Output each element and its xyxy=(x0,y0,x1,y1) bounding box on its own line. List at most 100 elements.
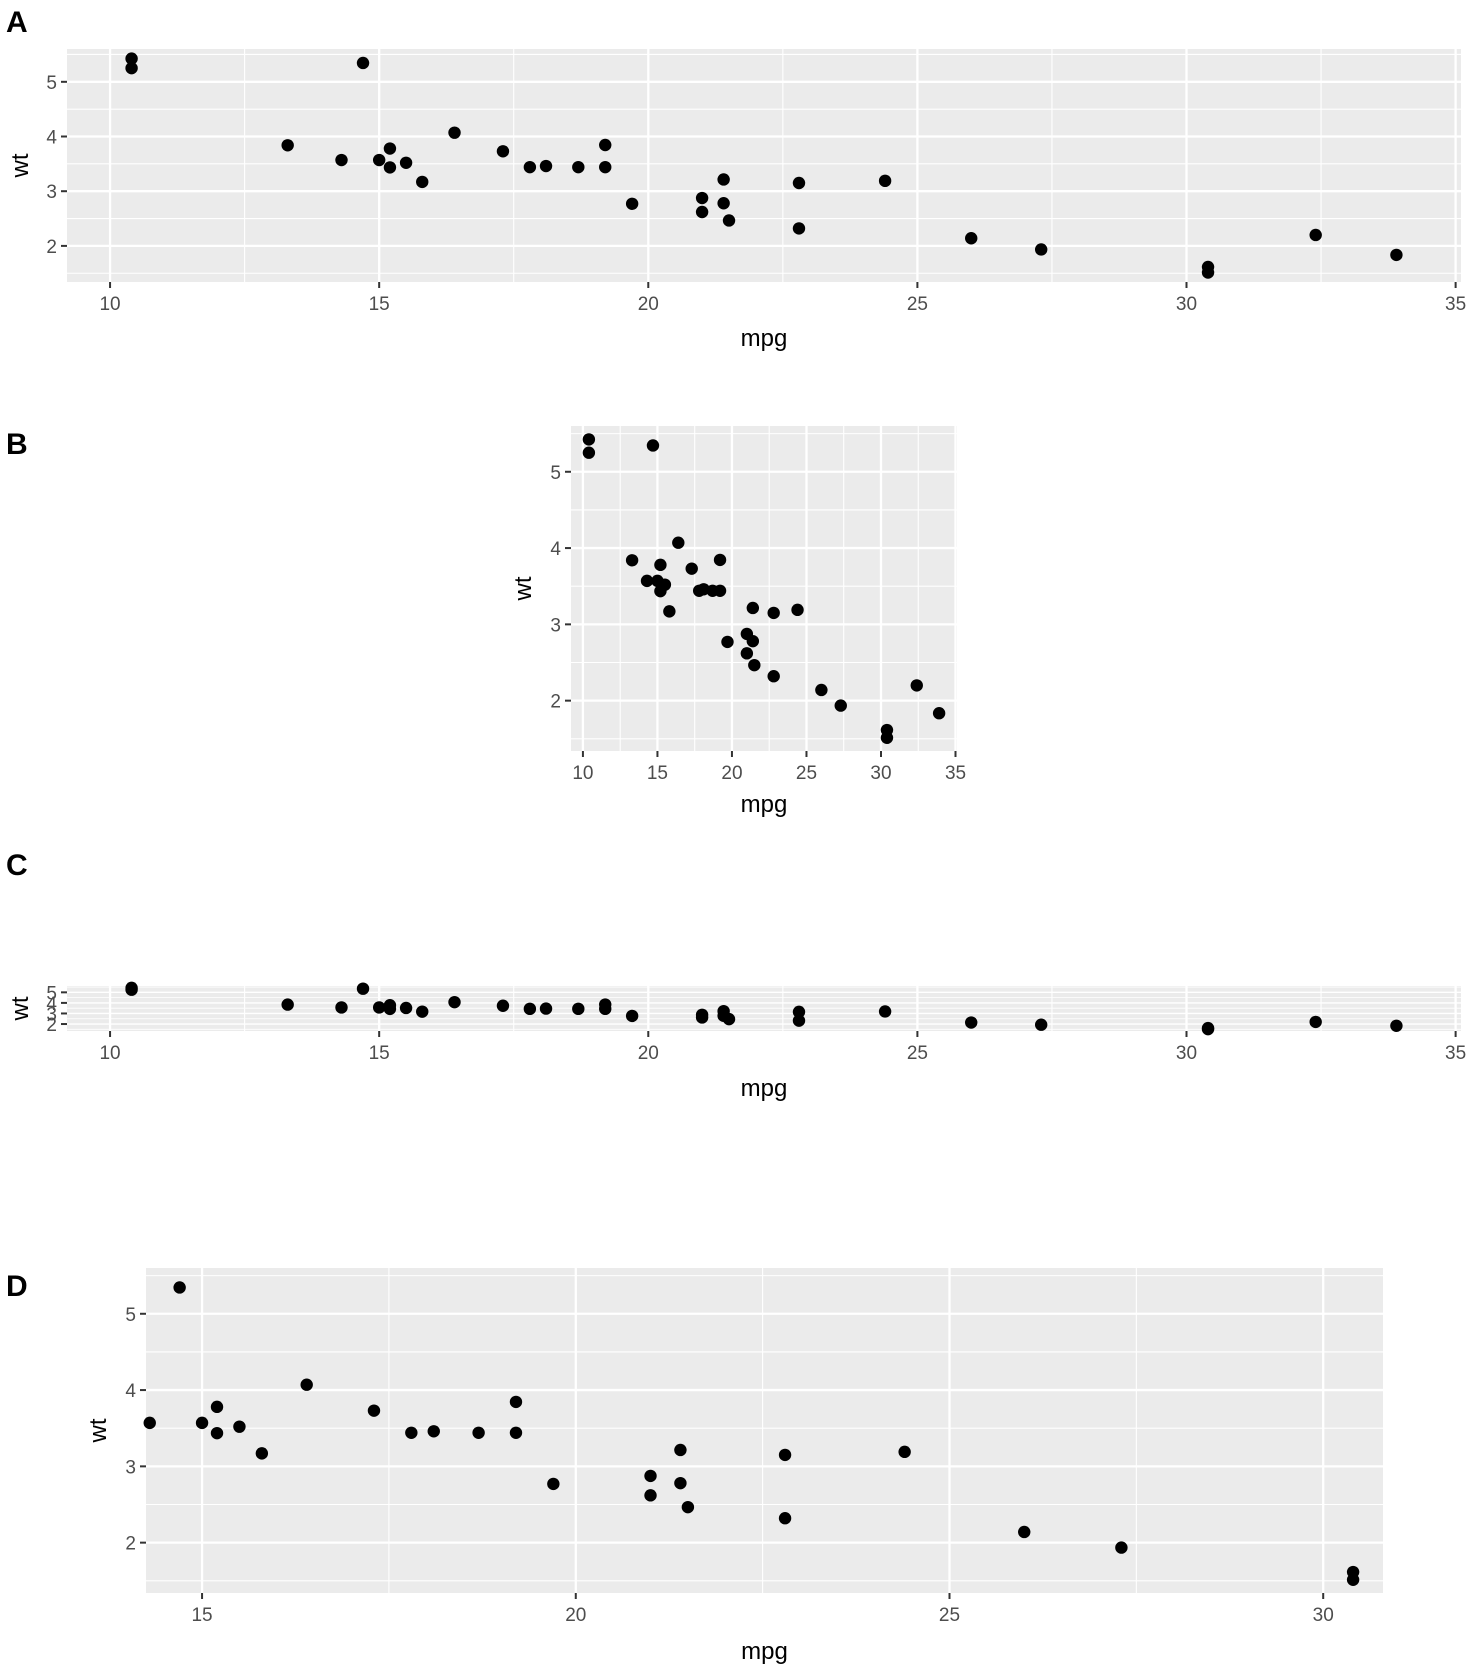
data-point xyxy=(685,562,698,575)
data-point xyxy=(717,173,730,186)
y-tick-label: 4 xyxy=(125,1381,136,1402)
data-point xyxy=(878,174,892,188)
data-point xyxy=(695,1008,709,1021)
data-point xyxy=(523,160,537,174)
points xyxy=(125,52,1403,279)
y-axis-title: wt xyxy=(510,576,537,601)
data-point xyxy=(792,176,806,190)
data-point xyxy=(778,1448,792,1462)
y-tick-label: 2 xyxy=(46,1015,57,1036)
data-point xyxy=(910,679,923,692)
x-tick-label: 20 xyxy=(638,294,659,315)
data-point xyxy=(335,1001,348,1014)
data-point xyxy=(300,1378,313,1391)
data-point xyxy=(599,998,612,1011)
panel-d: D 15 20 25 30 2 3 4 5 mpg wt xyxy=(6,1268,1383,1664)
data-point xyxy=(372,1001,386,1014)
data-point xyxy=(792,1005,806,1019)
data-point xyxy=(448,995,461,1009)
x-tick-label: 30 xyxy=(870,763,891,784)
panel-tag: B xyxy=(6,428,28,461)
data-point xyxy=(143,1416,156,1430)
data-point xyxy=(582,433,596,446)
data-point xyxy=(383,1002,397,1016)
x-tick-label: 10 xyxy=(572,763,593,784)
data-point xyxy=(1018,1525,1031,1539)
x-tick-label: 15 xyxy=(647,763,668,784)
data-point xyxy=(740,647,754,660)
plot-background xyxy=(146,1268,1383,1593)
data-point xyxy=(746,601,760,615)
data-point xyxy=(599,160,612,174)
data-point xyxy=(932,707,946,720)
data-point xyxy=(713,584,727,597)
y-tick-label: 3 xyxy=(46,182,57,203)
data-point xyxy=(367,1404,381,1417)
data-point xyxy=(672,536,685,549)
data-point xyxy=(1309,228,1322,242)
y-tick-label: 5 xyxy=(46,983,57,1004)
data-point xyxy=(1390,248,1403,262)
data-point xyxy=(416,1005,429,1018)
data-point xyxy=(523,1002,537,1016)
data-point xyxy=(674,1476,687,1490)
x-tick-label: 30 xyxy=(1176,1043,1197,1064)
plot-background xyxy=(67,49,1461,282)
panel-b: B 10 15 20 25 30 35 2 3 4 5 mpg wt xyxy=(6,426,966,818)
data-point xyxy=(509,1395,523,1409)
data-point xyxy=(625,554,639,567)
data-point xyxy=(125,981,138,995)
data-point xyxy=(356,982,370,995)
data-point xyxy=(572,160,585,174)
data-point xyxy=(1201,1022,1215,1036)
data-point xyxy=(335,153,348,167)
y-tick-label: 3 xyxy=(46,1004,57,1025)
data-point xyxy=(644,1469,657,1483)
data-point xyxy=(713,553,727,567)
data-point xyxy=(834,699,847,712)
data-point xyxy=(281,139,294,152)
data-point xyxy=(599,138,612,152)
data-point xyxy=(625,1009,639,1023)
y-tick-label: 5 xyxy=(46,73,57,94)
data-point xyxy=(416,175,429,189)
panel-tag: A xyxy=(6,6,28,39)
data-point xyxy=(233,1420,246,1433)
x-tick-label: 15 xyxy=(369,1043,390,1064)
x-tick-label: 15 xyxy=(191,1605,212,1626)
data-point xyxy=(210,1400,224,1414)
x-tick-label: 20 xyxy=(565,1605,586,1626)
x-tick-label: 20 xyxy=(721,763,742,784)
y-tick-label: 4 xyxy=(46,128,57,149)
data-point xyxy=(572,1002,585,1016)
y-tick-label: 3 xyxy=(550,615,561,636)
y-axis-title: wt xyxy=(7,996,34,1021)
data-point xyxy=(692,584,706,597)
data-point xyxy=(625,197,639,210)
data-point xyxy=(746,634,760,648)
data-point xyxy=(405,1426,418,1439)
data-point xyxy=(383,142,397,155)
data-point xyxy=(792,222,806,235)
data-point xyxy=(255,1447,269,1460)
data-point xyxy=(472,1426,485,1439)
x-axis-title: mpg xyxy=(741,791,788,818)
points xyxy=(143,1281,1360,1587)
panel-tag: C xyxy=(6,849,28,882)
data-point xyxy=(383,161,397,174)
data-point xyxy=(695,205,709,219)
data-point xyxy=(965,232,978,245)
x-tick-label: 25 xyxy=(796,763,817,784)
data-point xyxy=(1115,1541,1128,1554)
y-tick-label: 4 xyxy=(550,539,561,560)
panel-a: A 10 15 20 25 30 35 2 3 4 5 mpg wt xyxy=(6,6,1466,352)
x-tick-label: 35 xyxy=(945,763,966,784)
data-point xyxy=(767,606,780,620)
x-axis-title: mpg xyxy=(741,1638,788,1664)
x-tick-label: 25 xyxy=(939,1605,960,1626)
data-point xyxy=(1034,243,1048,256)
data-point xyxy=(748,658,761,672)
data-point xyxy=(582,446,596,459)
data-point xyxy=(195,1416,209,1430)
